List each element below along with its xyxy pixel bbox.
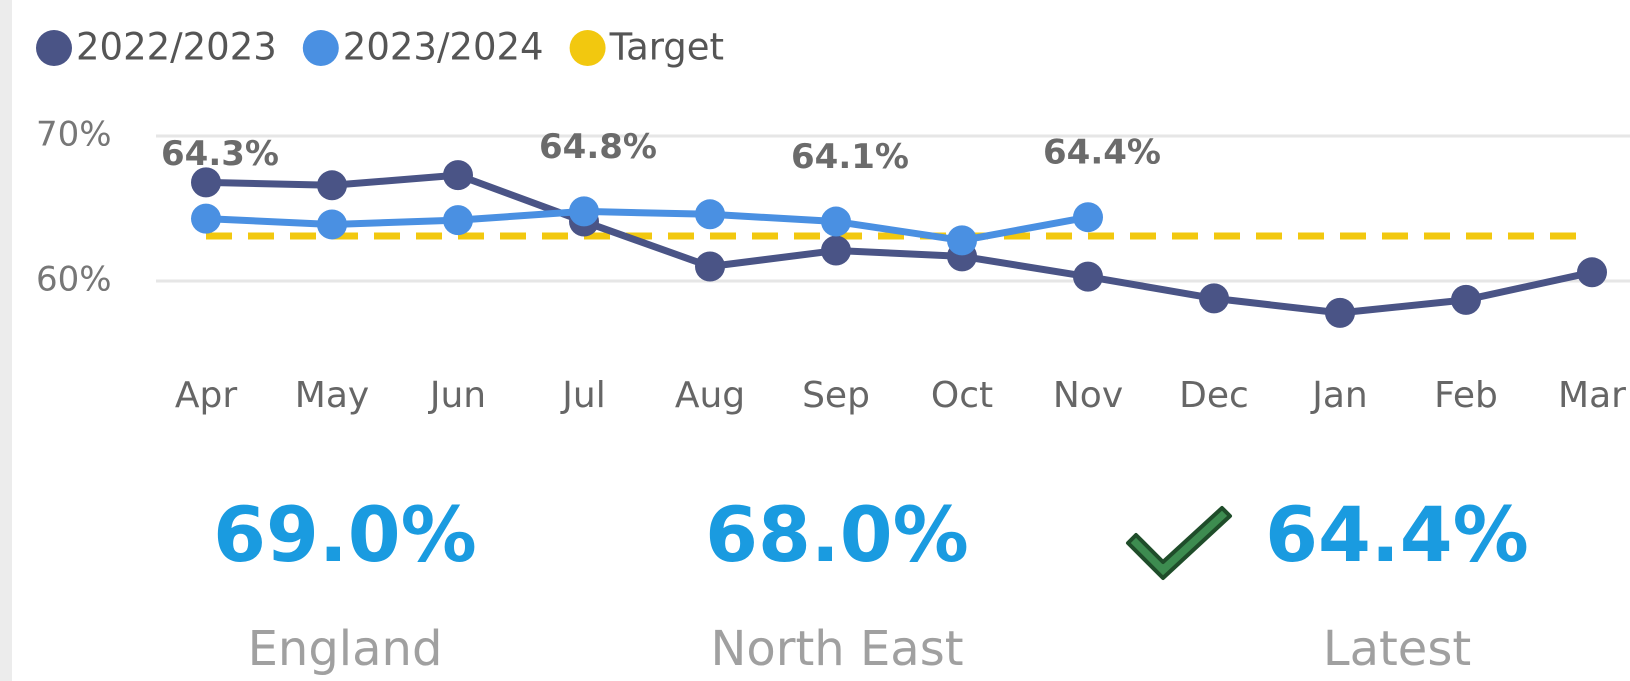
kpi-label: Latest xyxy=(1323,621,1471,677)
data-point xyxy=(695,251,725,282)
data-point xyxy=(821,235,851,266)
data-point xyxy=(695,199,725,230)
x-tick-label: Aug xyxy=(675,375,745,416)
legend-label: 2022/2023 xyxy=(76,26,277,69)
data-label: 64.4% xyxy=(1043,133,1161,173)
data-point xyxy=(1451,284,1481,315)
kpi-label: North East xyxy=(710,621,963,677)
data-point xyxy=(1577,257,1607,288)
kpi-value: 69.0% xyxy=(213,490,477,579)
series-line xyxy=(205,171,1593,317)
x-tick-label: Jan xyxy=(1310,375,1368,416)
data-point xyxy=(1325,297,1355,328)
data-point xyxy=(821,206,851,237)
x-tick-label: Apr xyxy=(175,375,237,416)
data-label: 64.3% xyxy=(161,134,279,174)
kpi-value: 68.0% xyxy=(705,490,969,579)
data-point xyxy=(317,209,347,240)
y-tick-label: 60% xyxy=(36,260,112,300)
legend-label: 2023/2024 xyxy=(343,26,544,69)
x-tick-label: Jun xyxy=(428,375,486,416)
data-point xyxy=(317,170,347,201)
data-point xyxy=(569,196,599,227)
data-point xyxy=(191,203,221,234)
x-tick-label: Oct xyxy=(931,375,993,416)
x-tick-label: Feb xyxy=(1434,375,1498,416)
data-point xyxy=(443,205,473,236)
data-point xyxy=(1073,202,1103,233)
legend-marker xyxy=(36,30,72,66)
x-tick-label: Nov xyxy=(1053,375,1123,416)
data-label: 64.1% xyxy=(791,137,909,177)
data-point xyxy=(191,167,221,198)
data-point xyxy=(947,225,977,256)
legend-marker xyxy=(302,30,339,66)
data-label: 64.8% xyxy=(539,127,657,167)
legend-marker xyxy=(569,30,606,66)
data-point xyxy=(1073,261,1103,292)
data-point xyxy=(443,160,473,191)
x-tick-label: Sep xyxy=(802,375,870,416)
x-tick-label: Mar xyxy=(1558,375,1626,416)
x-tick-label: Jul xyxy=(560,375,605,416)
data-point xyxy=(1199,283,1229,314)
legend-label: Target xyxy=(609,26,724,69)
x-tick-label: May xyxy=(295,375,369,416)
x-tick-label: Dec xyxy=(1179,375,1249,416)
y-tick-label: 70% xyxy=(36,115,112,155)
check-icon xyxy=(1126,506,1232,580)
kpi-value: 64.4% xyxy=(1265,490,1529,579)
side-strip xyxy=(0,0,12,681)
series-line xyxy=(205,207,1089,244)
kpi-label: England xyxy=(248,621,443,677)
